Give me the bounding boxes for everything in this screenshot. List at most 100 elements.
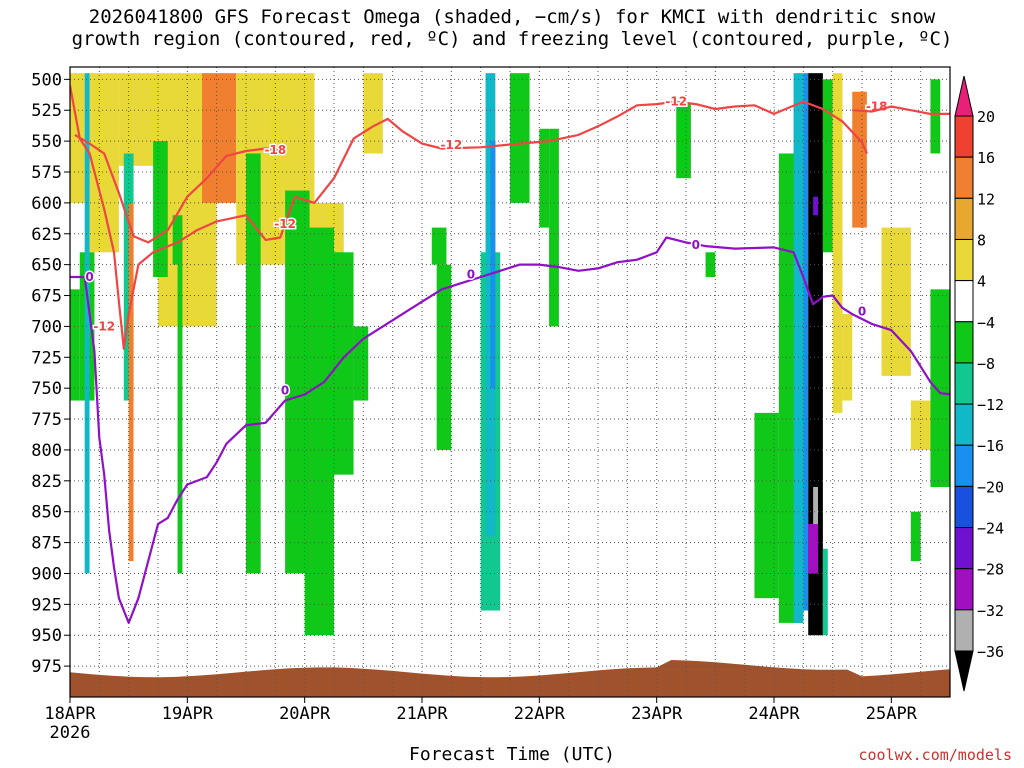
y-tick-label: 900	[31, 564, 62, 584]
omega-cell	[485, 73, 496, 537]
omega-cell	[436, 264, 452, 450]
omega-cell	[118, 73, 158, 166]
omega-cell	[813, 196, 818, 216]
y-tick-label: 875	[31, 534, 62, 554]
colorbar-label: 16	[977, 149, 995, 167]
y-tick-label: 725	[31, 348, 62, 368]
x-tick-label: 23APR	[631, 704, 683, 724]
x-tick-label: 18APR	[44, 704, 96, 724]
omega-cell	[334, 252, 354, 475]
omega-cell	[510, 73, 530, 203]
y-tick-label: 850	[31, 503, 62, 523]
contour-label: 0	[692, 238, 700, 252]
y-tick-label: 675	[31, 287, 62, 307]
y-tick-label: 575	[31, 163, 62, 183]
colorbar-box	[954, 238, 974, 282]
contour-label: -12	[93, 319, 115, 333]
omega-cell	[910, 400, 931, 450]
colorbar-box	[954, 115, 974, 158]
chart-title-line2: growth region (contoured, red, ºC) and f…	[71, 28, 953, 50]
y-tick-label: 775	[31, 410, 62, 430]
colorbar-top-arrow	[954, 75, 974, 117]
omega-cell	[808, 73, 823, 636]
colorbar-box	[954, 444, 974, 487]
omega-cell	[431, 227, 447, 265]
colorbar-box	[954, 321, 974, 364]
omega-cell	[910, 511, 921, 562]
y-tick-label: 600	[31, 194, 62, 214]
y-tick-label: 950	[31, 626, 62, 646]
x-tick-label: 21APR	[396, 704, 448, 724]
y-tick-label: 650	[31, 256, 62, 276]
omega-cell	[128, 202, 134, 562]
colorbar-label: 4	[977, 273, 986, 291]
omega-cell	[842, 314, 853, 401]
plot-frame	[69, 66, 951, 698]
colorbar-label: −8	[977, 355, 995, 373]
omega-cell	[930, 289, 950, 487]
omega-cell	[832, 73, 843, 413]
x-tick-sublabel: 2026	[50, 723, 91, 743]
colorbar-label: −28	[977, 561, 1004, 579]
contour-label: 0	[85, 270, 93, 284]
y-tick-label: 525	[31, 101, 62, 121]
colorbar-box	[954, 403, 974, 446]
x-tick-label: 24APR	[748, 704, 800, 724]
contour-label: 0	[281, 384, 289, 398]
contour-label: 0	[858, 305, 866, 319]
colorbar-label: −32	[977, 602, 1004, 620]
omega-cell	[172, 215, 183, 265]
x-axis-label: Forecast Time (UTC)	[409, 744, 615, 765]
y-tick-label: 925	[31, 595, 62, 615]
omega-cell	[822, 79, 833, 253]
chart-title: 2026041800 GFS Forecast Omega (shaded, −…	[0, 6, 1024, 50]
colorbar-box	[954, 197, 974, 240]
omega-cell	[803, 73, 809, 611]
omega-cell	[950, 203, 955, 240]
contour-line	[74, 133, 286, 244]
y-tick-label: 825	[31, 472, 62, 492]
colorbar-box	[954, 609, 974, 652]
contour-label: -18	[264, 143, 286, 157]
colorbar-label: −20	[977, 478, 1004, 496]
y-tick-label: 800	[31, 441, 62, 461]
omega-cell	[808, 524, 818, 574]
omega-cell	[202, 73, 237, 203]
omega-cell	[70, 289, 80, 401]
colorbar-label: 20	[977, 108, 995, 126]
omega-cell	[822, 548, 828, 636]
x-tick-label: 20APR	[279, 704, 331, 724]
colorbar-label: −24	[977, 520, 1004, 538]
contour-line	[70, 85, 868, 350]
colorbar-box	[954, 527, 974, 570]
omega-cell	[881, 227, 911, 376]
contour-line	[852, 105, 950, 115]
omega-cell	[84, 73, 90, 574]
omega-cell	[930, 79, 941, 154]
colorbar-box	[954, 485, 974, 529]
omega-cell	[89, 73, 119, 253]
y-tick-label: 550	[31, 132, 62, 152]
colorbar-label: −12	[977, 396, 1004, 414]
omega-cell	[153, 141, 168, 277]
colorbar-box	[954, 280, 974, 323]
omega-cell	[490, 141, 496, 389]
contour-label: 0	[467, 268, 475, 282]
colorbar-label: −36	[977, 643, 1004, 661]
colorbar-bottom-arrow	[954, 650, 974, 692]
x-tick-label: 19APR	[162, 704, 214, 724]
y-tick-label: 975	[31, 657, 62, 677]
omega-cell	[549, 128, 559, 327]
omega-cell	[539, 128, 550, 228]
colorbar-box	[954, 156, 974, 199]
omega-cell	[304, 227, 334, 636]
colorbar-box	[954, 362, 974, 405]
omega-cell	[363, 73, 383, 154]
contour-label: -12	[274, 217, 296, 231]
y-tick-label: 500	[31, 70, 62, 90]
colorbar-label: 12	[977, 190, 995, 208]
x-tick-label: 25APR	[866, 704, 918, 724]
omega-cell	[676, 104, 691, 179]
omega-cell	[177, 264, 183, 574]
